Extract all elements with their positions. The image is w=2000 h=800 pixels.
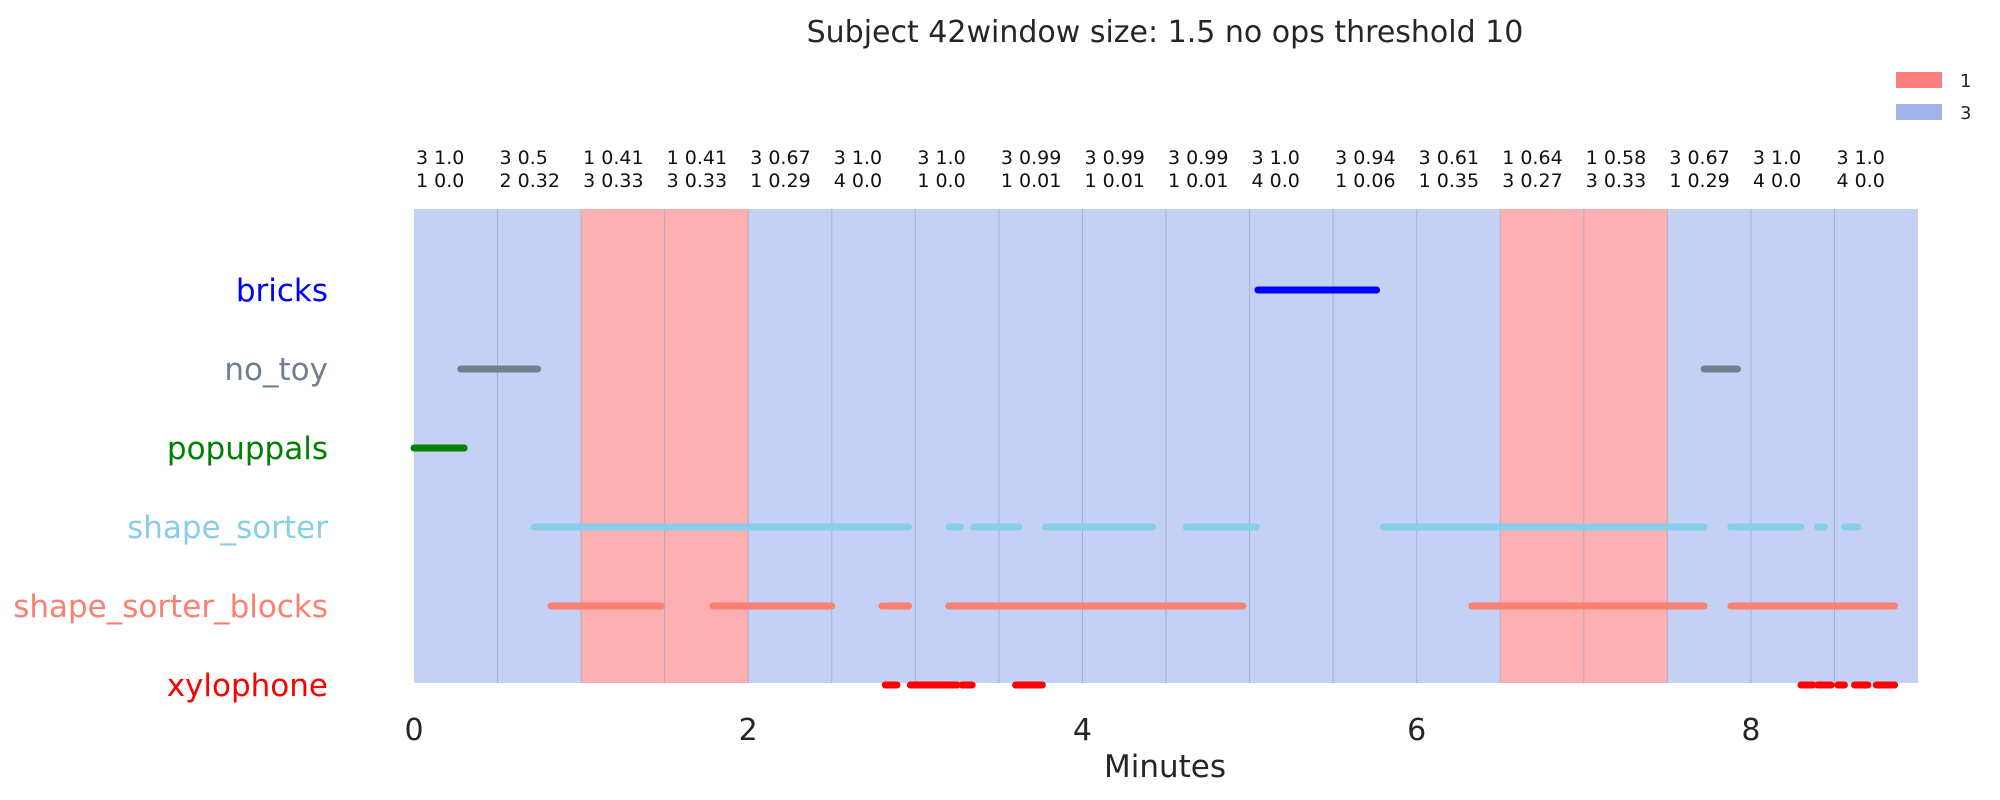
window-bg-11 <box>1249 209 1334 683</box>
window-bg-13 <box>1416 209 1501 683</box>
window-label-9-line2: 1 0.01 <box>1084 170 1144 192</box>
window-label-17-line2: 4 0.0 <box>1753 170 1801 192</box>
window-label-4-line2: 3 0.33 <box>667 170 727 192</box>
window-label-8-line1: 3 0.99 <box>1001 147 1061 169</box>
window-label-3-line2: 3 0.33 <box>583 170 643 192</box>
window-label-16-line2: 1 0.29 <box>1669 170 1729 192</box>
x-tick-label-8: 8 <box>1741 713 1760 748</box>
toy-label-shape-sorter-blocks: shape_sorter_blocks <box>13 589 328 625</box>
window-label-2-line2: 2 0.32 <box>500 170 560 192</box>
toy-labels: bricks no_toy popuppals shape_sorter shape_s… <box>13 273 328 704</box>
window-bg-16 <box>1667 209 1751 683</box>
window-label-11-line1: 3 1.0 <box>1252 147 1300 169</box>
window-bg-9 <box>1082 209 1166 683</box>
window-label-7-line1: 3 1.0 <box>917 147 965 169</box>
window-bg-6 <box>831 209 916 683</box>
x-tick-label-2: 2 <box>739 713 758 748</box>
toy-label-bricks: bricks <box>236 273 328 309</box>
window-bg-10 <box>1166 209 1250 683</box>
window-bg-2 <box>497 209 582 683</box>
window-label-18-line2: 4 0.0 <box>1836 170 1884 192</box>
window-label-2-line1: 3 0.5 <box>500 147 548 169</box>
window-label-6-line1: 3 1.0 <box>834 147 882 169</box>
window-label-13-line1: 3 0.61 <box>1419 147 1479 169</box>
window-label-7-line2: 1 0.0 <box>917 170 965 192</box>
window-label-12-line2: 1 0.06 <box>1335 170 1395 192</box>
window-label-11-line2: 4 0.0 <box>1252 170 1300 192</box>
x-tick-label-4: 4 <box>1073 713 1092 748</box>
x-tick-label-6: 6 <box>1407 713 1426 748</box>
window-bg-18 <box>1834 209 1918 683</box>
window-label-10-line2: 1 0.01 <box>1168 170 1228 192</box>
x-ticks: 0 2 4 6 8 <box>404 713 1760 748</box>
window-bg-3 <box>581 209 665 683</box>
window-label-15-line2: 3 0.33 <box>1586 170 1646 192</box>
legend-label-state-3: 3 <box>1960 103 1971 124</box>
window-bg-4 <box>664 209 749 683</box>
window-label-4-line1: 1 0.41 <box>667 147 727 169</box>
x-tick-label-0: 0 <box>404 713 423 748</box>
window-bg-14 <box>1500 209 1584 683</box>
window-bg-12 <box>1333 209 1417 683</box>
window-label-15-line1: 1 0.58 <box>1586 147 1646 169</box>
window-label-18-line1: 3 1.0 <box>1836 147 1884 169</box>
window-label-8-line2: 1 0.01 <box>1001 170 1061 192</box>
toy-label-shape-sorter: shape_sorter <box>127 510 328 546</box>
window-label-5-line2: 1 0.29 <box>750 170 810 192</box>
window-label-9-line1: 3 0.99 <box>1084 147 1144 169</box>
window-label-17-line1: 3 1.0 <box>1753 147 1801 169</box>
legend-label-state-1: 1 <box>1960 71 1971 92</box>
window-label-6-line2: 4 0.0 <box>834 170 882 192</box>
window-bg-17 <box>1750 209 1835 683</box>
window-bg-7 <box>915 209 999 683</box>
window-label-1-line1: 3 1.0 <box>416 147 464 169</box>
window-labels: 3 1.01 0.03 0.52 0.321 0.413 0.331 0.413… <box>416 147 1885 192</box>
legend: 1 3 <box>1896 71 1971 124</box>
window-label-16-line1: 3 0.67 <box>1669 147 1729 169</box>
window-bg-15 <box>1583 209 1668 683</box>
window-label-14-line2: 3 0.27 <box>1502 170 1562 192</box>
window-label-10-line1: 3 0.99 <box>1168 147 1228 169</box>
window-label-12-line1: 3 0.94 <box>1335 147 1395 169</box>
window-bg-5 <box>748 209 832 683</box>
toy-segments <box>410 286 1899 689</box>
window-label-14-line1: 1 0.64 <box>1502 147 1562 169</box>
legend-swatch-state-1 <box>1896 72 1942 88</box>
legend-swatch-state-3 <box>1896 104 1942 120</box>
x-axis-label: Minutes <box>1104 749 1226 785</box>
window-label-3-line1: 1 0.41 <box>583 147 643 169</box>
toy-label-xylophone: xylophone <box>167 668 328 704</box>
window-label-5-line1: 3 0.67 <box>750 147 810 169</box>
chart-title: Subject 42window size: 1.5 no ops thresh… <box>807 15 1524 50</box>
window-label-1-line2: 1 0.0 <box>416 170 464 192</box>
window-label-13-line2: 1 0.35 <box>1419 170 1479 192</box>
window-bg-8 <box>998 209 1083 683</box>
toy-label-popuppals: popuppals <box>167 431 328 467</box>
toy-label-no-toy: no_toy <box>224 352 328 388</box>
